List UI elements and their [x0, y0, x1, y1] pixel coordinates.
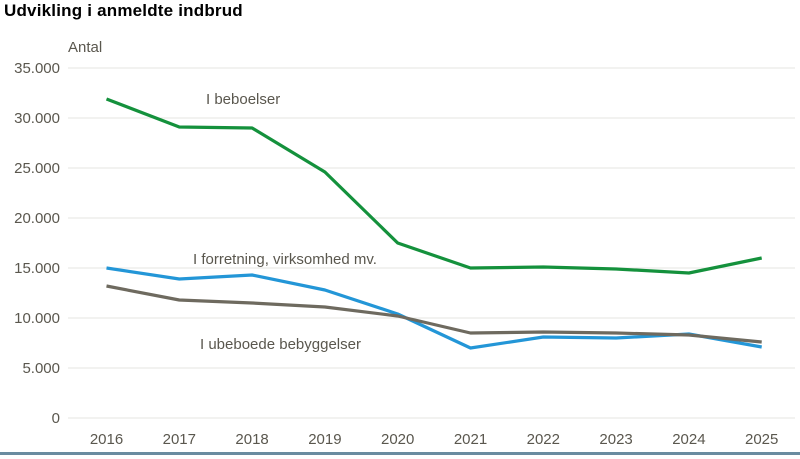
- y-axis-tick-label: 25.000: [14, 160, 60, 177]
- series-line-i-forretning-virksomhed-mv: [106, 266, 762, 350]
- page-title: Udvikling i anmeldte indbrud: [4, 1, 243, 20]
- series-line-i-ubeboede-bebyggelser: [106, 284, 762, 344]
- x-axis-tick-label: 2023: [599, 431, 632, 448]
- x-axis-tick-label: 2025: [745, 431, 778, 448]
- series-label-i-ubeboede-bebyggelser: I ubeboede bebyggelser: [200, 336, 361, 353]
- y-axis-tick-label: 15.000: [14, 260, 60, 277]
- x-axis-tick-label: 2017: [163, 431, 196, 448]
- x-axis-tick-label: 2022: [527, 431, 560, 448]
- y-axis-tick-label: 30.000: [14, 110, 60, 127]
- y-axis-tick-label: 20.000: [14, 210, 60, 227]
- series-label-i-forretning-virksomhed-mv: I forretning, virksomhed mv.: [193, 251, 377, 268]
- series-line-i-beboelser: [105, 97, 763, 275]
- x-axis-tick-label: 2021: [454, 431, 487, 448]
- y-axis-tick-label: 35.000: [14, 60, 60, 77]
- x-axis-tick-label: 2018: [235, 431, 268, 448]
- y-axis-tick-label: 10.000: [14, 310, 60, 327]
- x-axis-tick-label: 2020: [381, 431, 414, 448]
- x-axis-tick-label: 2016: [90, 431, 123, 448]
- series-label-i-beboelser: I beboelser: [206, 91, 280, 108]
- x-axis-tick-label: 2019: [308, 431, 341, 448]
- y-axis-tick-label: 5.000: [22, 360, 60, 377]
- y-axis-title: Antal: [68, 39, 102, 56]
- bottom-accent-bar: [0, 452, 800, 455]
- x-axis-tick-label: 2024: [672, 431, 705, 448]
- y-axis-tick-label: 0: [52, 410, 60, 427]
